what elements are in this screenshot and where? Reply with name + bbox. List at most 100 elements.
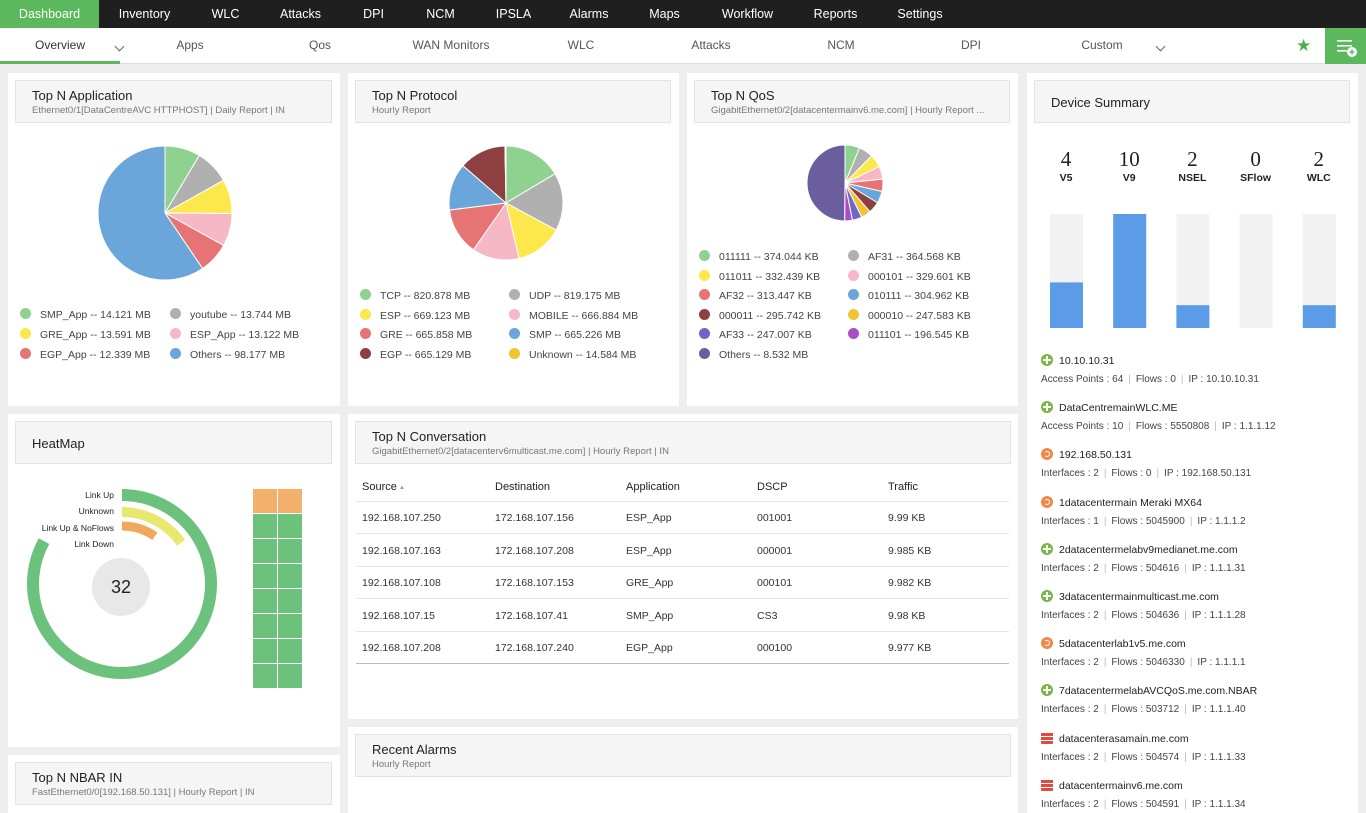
device-item[interactable]: 2datacentermelabv9medianet.me.com: [1041, 542, 1238, 556]
nav-settings[interactable]: Settings: [897, 7, 943, 21]
application-slice-5[interactable]: [97, 145, 204, 281]
protocol-slice-1[interactable]: [504, 173, 564, 231]
device-item[interactable]: datacentermainv6.me.com: [1041, 778, 1183, 792]
heatmap-ring-chart[interactable]: [8, 414, 340, 747]
ring-unknown[interactable]: [121, 507, 186, 546]
legend-item[interactable]: 011101 -- 196.545 KB: [848, 328, 969, 341]
device-count-v5[interactable]: 4 V5: [1041, 147, 1091, 184]
favorite-star-icon[interactable]: ★: [1296, 36, 1312, 55]
device-name[interactable]: 10.10.10.31: [1059, 355, 1115, 367]
column-header-source[interactable]: Source: [362, 481, 397, 493]
nav-inventory[interactable]: Inventory: [118, 7, 171, 21]
device-item[interactable]: 1datacentermain Meraki MX64: [1041, 495, 1202, 509]
protocol-slice-0[interactable]: [505, 145, 556, 204]
heatmap-cell[interactable]: [253, 589, 277, 613]
legend-item[interactable]: 000010 -- 247.583 KB: [848, 308, 971, 322]
qos-pie-chart[interactable]: [687, 73, 1018, 406]
device-item[interactable]: datacenterasamain.me.com: [1041, 731, 1189, 745]
heatmap-cell[interactable]: [278, 639, 302, 663]
device-name[interactable]: 192.168.50.131: [1059, 449, 1132, 462]
heatmap-cell[interactable]: [253, 614, 277, 638]
application-pie-chart[interactable]: [8, 73, 340, 406]
legend-item[interactable]: ESP -- 669.123 MB: [360, 308, 470, 322]
legend-item[interactable]: EGP -- 665.129 MB: [360, 347, 471, 361]
legend-item[interactable]: GRE_App -- 13.591 MB: [20, 328, 151, 341]
legend-item[interactable]: EGP_App -- 12.339 MB: [20, 348, 150, 361]
heatmap-cell[interactable]: [278, 664, 302, 688]
device-count-v9[interactable]: 10 V9: [1104, 147, 1154, 184]
legend-item[interactable]: GRE -- 665.858 MB: [360, 328, 472, 341]
heatmap-cell[interactable]: [253, 639, 277, 663]
tab-attacks[interactable]: Attacks: [691, 38, 731, 52]
device-count-sflow[interactable]: 0 SFlow: [1231, 147, 1281, 184]
heatmap-cell[interactable]: [253, 539, 277, 563]
device-name[interactable]: 5datacenterlab1v5.me.com: [1059, 638, 1186, 651]
protocol-pie-chart[interactable]: [348, 73, 679, 406]
add-widget-button[interactable]: [1325, 28, 1366, 64]
legend-item[interactable]: MOBILE -- 666.884 MB: [509, 308, 638, 322]
legend-item[interactable]: SMP -- 665.226 MB: [509, 328, 621, 341]
legend-item[interactable]: AF31 -- 364.568 KB: [848, 250, 961, 263]
legend-item[interactable]: 000011 -- 295.742 KB: [699, 308, 821, 322]
protocol-slice-7[interactable]: [504, 145, 507, 204]
legend-item[interactable]: Others -- 8.532 MB: [699, 348, 808, 361]
tab-ncm[interactable]: NCM: [827, 38, 855, 52]
tab-wan-monitors[interactable]: WAN Monitors: [412, 38, 490, 52]
device-item[interactable]: 10.10.10.31: [1041, 354, 1114, 367]
device-item[interactable]: 3datacentermainmulticast.me.com: [1041, 590, 1219, 603]
device-item[interactable]: 7datacentermelabAVCQoS.me.com.NBAR: [1041, 684, 1257, 697]
sort-ascending-icon[interactable]: ▲: [399, 485, 405, 491]
heatmap-cell[interactable]: [278, 614, 302, 638]
tab-overview[interactable]: Overview: [0, 28, 120, 64]
tab-custom[interactable]: Custom: [1081, 38, 1123, 52]
nav-ipsla[interactable]: IPSLA: [495, 7, 532, 21]
device-name[interactable]: 1datacentermain Meraki MX64: [1059, 496, 1202, 509]
device-count-nsel[interactable]: 2 NSEL: [1167, 147, 1217, 184]
device-name[interactable]: 2datacentermelabv9medianet.me.com: [1059, 543, 1238, 556]
heatmap-cell[interactable]: [278, 514, 302, 538]
heatmap-cell[interactable]: [253, 664, 277, 688]
legend-item[interactable]: ESP_App -- 13.122 MB: [170, 328, 299, 341]
legend-item[interactable]: AF32 -- 313.447 KB: [699, 289, 812, 302]
legend-item[interactable]: 011011 -- 332.439 KB: [699, 269, 820, 283]
tab-dpi[interactable]: DPI: [960, 38, 981, 52]
nav-alarms[interactable]: Alarms: [569, 7, 609, 21]
legend-item[interactable]: 010111 -- 304.962 KB: [848, 289, 969, 302]
device-name[interactable]: 7datacentermelabAVCQoS.me.com.NBAR: [1059, 685, 1258, 698]
legend-item[interactable]: 000101 -- 329.601 KB: [848, 269, 971, 283]
heatmap-cell[interactable]: [253, 489, 277, 513]
column-header-dscp[interactable]: DSCP: [757, 481, 788, 493]
heatmap-cell[interactable]: [278, 539, 302, 563]
legend-item[interactable]: 011111 -- 374.044 KB: [699, 250, 819, 263]
legend-item[interactable]: AF33 -- 247.007 KB: [699, 328, 812, 341]
device-name[interactable]: 3datacentermainmulticast.me.com: [1059, 591, 1219, 603]
heatmap-cell[interactable]: [278, 489, 302, 513]
legend-item[interactable]: UDP -- 819.175 MB: [509, 289, 620, 302]
tab-qos[interactable]: Qos: [308, 38, 331, 52]
nav-workflow[interactable]: Workflow: [721, 7, 774, 21]
legend-item[interactable]: Unknown -- 14.584 MB: [509, 347, 636, 361]
device-item[interactable]: DataCentremainWLC.ME: [1041, 401, 1177, 414]
heatmap-cell[interactable]: [278, 564, 302, 588]
legend-item[interactable]: SMP_App -- 14.121 MB: [20, 308, 151, 321]
device-name[interactable]: datacentermainv6.me.com: [1059, 779, 1183, 792]
tab-wlc[interactable]: WLC: [567, 38, 595, 52]
device-item[interactable]: 5datacenterlab1v5.me.com: [1041, 637, 1186, 650]
nav-maps[interactable]: Maps: [649, 7, 680, 21]
device-name[interactable]: datacenterasamain.me.com: [1059, 732, 1189, 745]
ring-link-up-noflows[interactable]: [121, 521, 158, 541]
nav-dpi[interactable]: DPI: [363, 7, 384, 21]
column-header-traffic[interactable]: Traffic: [888, 481, 918, 493]
column-header-application[interactable]: Application: [626, 481, 680, 493]
heatmap-cell[interactable]: [278, 589, 302, 613]
nav-ncm[interactable]: NCM: [426, 7, 455, 21]
legend-item[interactable]: youtube -- 13.744 MB: [170, 308, 291, 321]
heatmap-cell[interactable]: [253, 564, 277, 588]
device-count-wlc[interactable]: 2 WLC: [1294, 147, 1344, 184]
device-name[interactable]: DataCentremainWLC.ME: [1059, 402, 1178, 415]
qos-slice-10[interactable]: [806, 144, 846, 222]
heatmap-cell[interactable]: [253, 514, 277, 538]
ring-link-up[interactable]: [27, 489, 217, 679]
legend-item[interactable]: Others -- 98.177 MB: [170, 348, 285, 361]
nav-reports[interactable]: Reports: [813, 7, 858, 21]
